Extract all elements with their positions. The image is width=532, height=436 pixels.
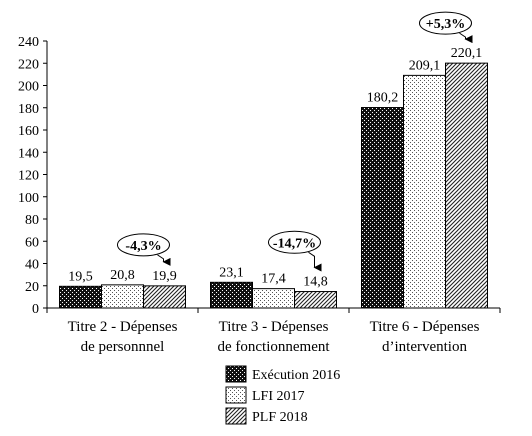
- y-tick-label: 0: [32, 302, 39, 317]
- y-tick-label: 240: [18, 35, 39, 50]
- y-tick-label: 120: [18, 169, 39, 184]
- bar: [101, 284, 144, 309]
- legend-item: Exécution 2016: [225, 365, 340, 383]
- bars: [59, 62, 488, 309]
- legend-item: LFI 2017: [225, 386, 305, 404]
- bar: [361, 107, 404, 309]
- y-tick-label: 60: [25, 235, 39, 250]
- annotation-arrow: [157, 254, 171, 266]
- bar: [210, 281, 253, 309]
- legend-swatch: [225, 386, 247, 404]
- legend: Exécution 2016 LFI 2017 PLF 2018: [225, 365, 340, 425]
- data-labels: 19,5 20,8 19,9 23,1 17,4 14,8 180,2 209,1 220,1: [68, 46, 482, 289]
- legend-label: Exécution 2016: [252, 368, 340, 383]
- data-label: 180,2: [367, 91, 399, 106]
- annotation-label: -14,7%: [273, 236, 316, 251]
- annotation-ellipse: [419, 11, 472, 35]
- legend-swatch: [225, 407, 247, 425]
- y-tick-label: 80: [25, 213, 39, 228]
- annotation-label: +5,3%: [426, 17, 465, 32]
- legend-item: PLF 2018: [225, 407, 308, 425]
- annotation-label: -4,3%: [125, 239, 161, 254]
- y-tick-label: 200: [18, 80, 39, 95]
- x-category-label: de fonctionnement: [217, 339, 330, 355]
- axes: 0 20 40 60 80 100 120 140 160 180 200 220 240 Titre 2…: [18, 35, 501, 355]
- x-category-label: Titre 6 - Dépenses: [370, 319, 480, 335]
- variation-annotation: -14,7%: [268, 230, 322, 272]
- y-tick-label: 180: [18, 102, 39, 117]
- bar: [294, 291, 337, 309]
- legend-label: PLF 2018: [252, 410, 308, 425]
- data-label: 19,9: [152, 269, 177, 284]
- x-category-label: de personnnel: [81, 339, 165, 355]
- x-category-label: d’intervention: [382, 339, 467, 355]
- legend-swatch: [225, 365, 247, 383]
- annotation-arrow: [308, 251, 322, 272]
- y-tick-label: 140: [18, 146, 39, 161]
- data-label: 209,1: [409, 58, 441, 73]
- y-tick-label: 20: [25, 280, 39, 295]
- y-tick-label: 160: [18, 124, 39, 139]
- y-tick-label: 220: [18, 57, 39, 72]
- x-category-label: Titre 3 - Dépenses: [219, 319, 329, 335]
- bar: [143, 285, 186, 309]
- data-label: 17,4: [261, 272, 286, 287]
- y-tick-label: 100: [18, 191, 39, 206]
- bar: [59, 285, 102, 309]
- data-label: 23,1: [219, 265, 244, 280]
- bar: [445, 62, 488, 309]
- legend-label: LFI 2017: [252, 389, 305, 404]
- bar: [403, 74, 446, 309]
- annotation-ellipse: [268, 230, 321, 254]
- bar: [252, 288, 295, 309]
- data-label: 20,8: [110, 268, 135, 283]
- variation-annotation: +5,3%: [419, 11, 473, 44]
- annotation-arrow: [459, 32, 473, 44]
- data-label: 19,5: [68, 269, 93, 284]
- x-category-label: Titre 2 - Dépenses: [68, 319, 178, 335]
- data-label: 14,8: [303, 275, 328, 290]
- annotation-ellipse: [117, 233, 170, 257]
- data-label: 220,1: [451, 46, 483, 61]
- annotations: -4,3% -14,7% +5,3%: [117, 11, 473, 272]
- variation-annotation: -4,3%: [117, 233, 171, 266]
- y-tick-label: 40: [25, 258, 39, 273]
